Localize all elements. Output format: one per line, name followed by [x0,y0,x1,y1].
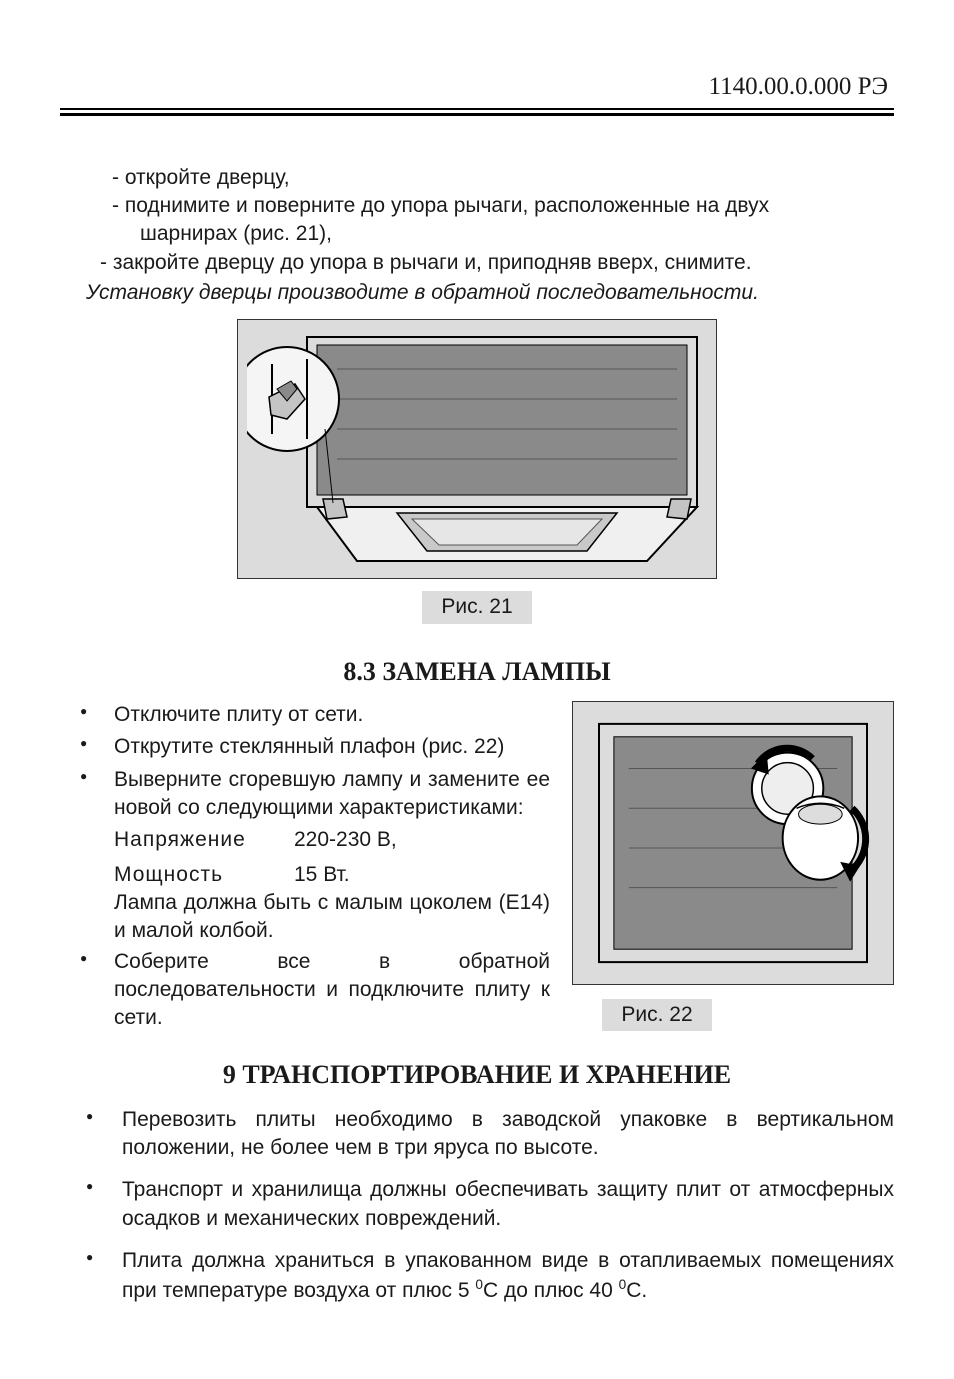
degree-superscript-1: 0 [475,1277,483,1292]
spec-voltage-value: 220-230 В, [294,826,397,854]
sec9-item-2: Транспорт и хранилища должны обеспечиват… [60,1176,894,1233]
header-rule-thick [60,113,894,116]
section-8-3-title: 8.3 ЗАМЕНА ЛАМПЫ [60,654,894,689]
lamp-step-2: Открутите стеклянный плафон (рис. 22) [60,733,550,761]
section-9-title: 9 ТРАНСПОРТИРОВАНИЕ И ХРАНЕНИЕ [60,1057,894,1092]
step-3: - закройте дверцу до упора в рычаги и, п… [86,249,894,277]
step-1: - откройте дверцу, [86,164,894,192]
sec9-item-1: Перевозить плиты необходимо в заводской … [60,1106,894,1163]
step-2-line-b: шарнирах (рис. 21), [86,220,894,248]
figure-22-caption: Рис. 22 [602,999,712,1031]
step-2-line-a: - поднимите и поверните до упора рычаги,… [86,192,894,220]
lamp-step-1: Отключите плиту от сети. [60,701,550,729]
sec9-item-3: Плита должна храниться в упакованном вид… [60,1247,894,1305]
sec9-item-3-text-b: С до плюс 40 [483,1279,619,1302]
lamp-step-4: Соберите все в обратной последовательнос… [60,948,550,1033]
spec-voltage: Напряжение 220-230 В, [60,826,550,854]
lamp-step-3: Выверните сгоревшую лампу и замените ее … [60,766,550,823]
lamp-type-note: Лампа должна быть с малым цоколем (Е14) … [60,889,550,946]
reverse-order-note: Установку дверцы производите в обратной … [86,279,894,307]
lamp-text-column: Отключите плиту от сети. Открутите стекл… [60,701,550,1037]
lamp-diagram-icon [583,709,883,977]
figure-22-illustration [572,701,894,985]
transport-storage-list: Перевозить плиты необходимо в заводской … [60,1106,894,1305]
oven-door-diagram-icon [247,329,707,569]
document-id: 1140.00.0.000 РЭ [60,70,894,104]
spec-voltage-label: Напряжение [114,826,294,854]
spec-power-value: 15 Вт. [294,861,350,889]
header-rule-thin [60,108,894,110]
spec-power-label: Мощность [114,861,294,889]
figure-21-illustration [237,319,717,579]
figure-21-caption: Рис. 21 [422,591,532,623]
figure-22-column: Рис. 22 [572,701,894,1031]
door-removal-steps: - откройте дверцу, - поднимите и поверни… [86,164,894,308]
spec-power: Мощность 15 Вт. [60,861,550,889]
lamp-replacement-row: Отключите плиту от сети. Открутите стекл… [60,701,894,1037]
sec9-item-3-text-c: С. [626,1279,647,1302]
